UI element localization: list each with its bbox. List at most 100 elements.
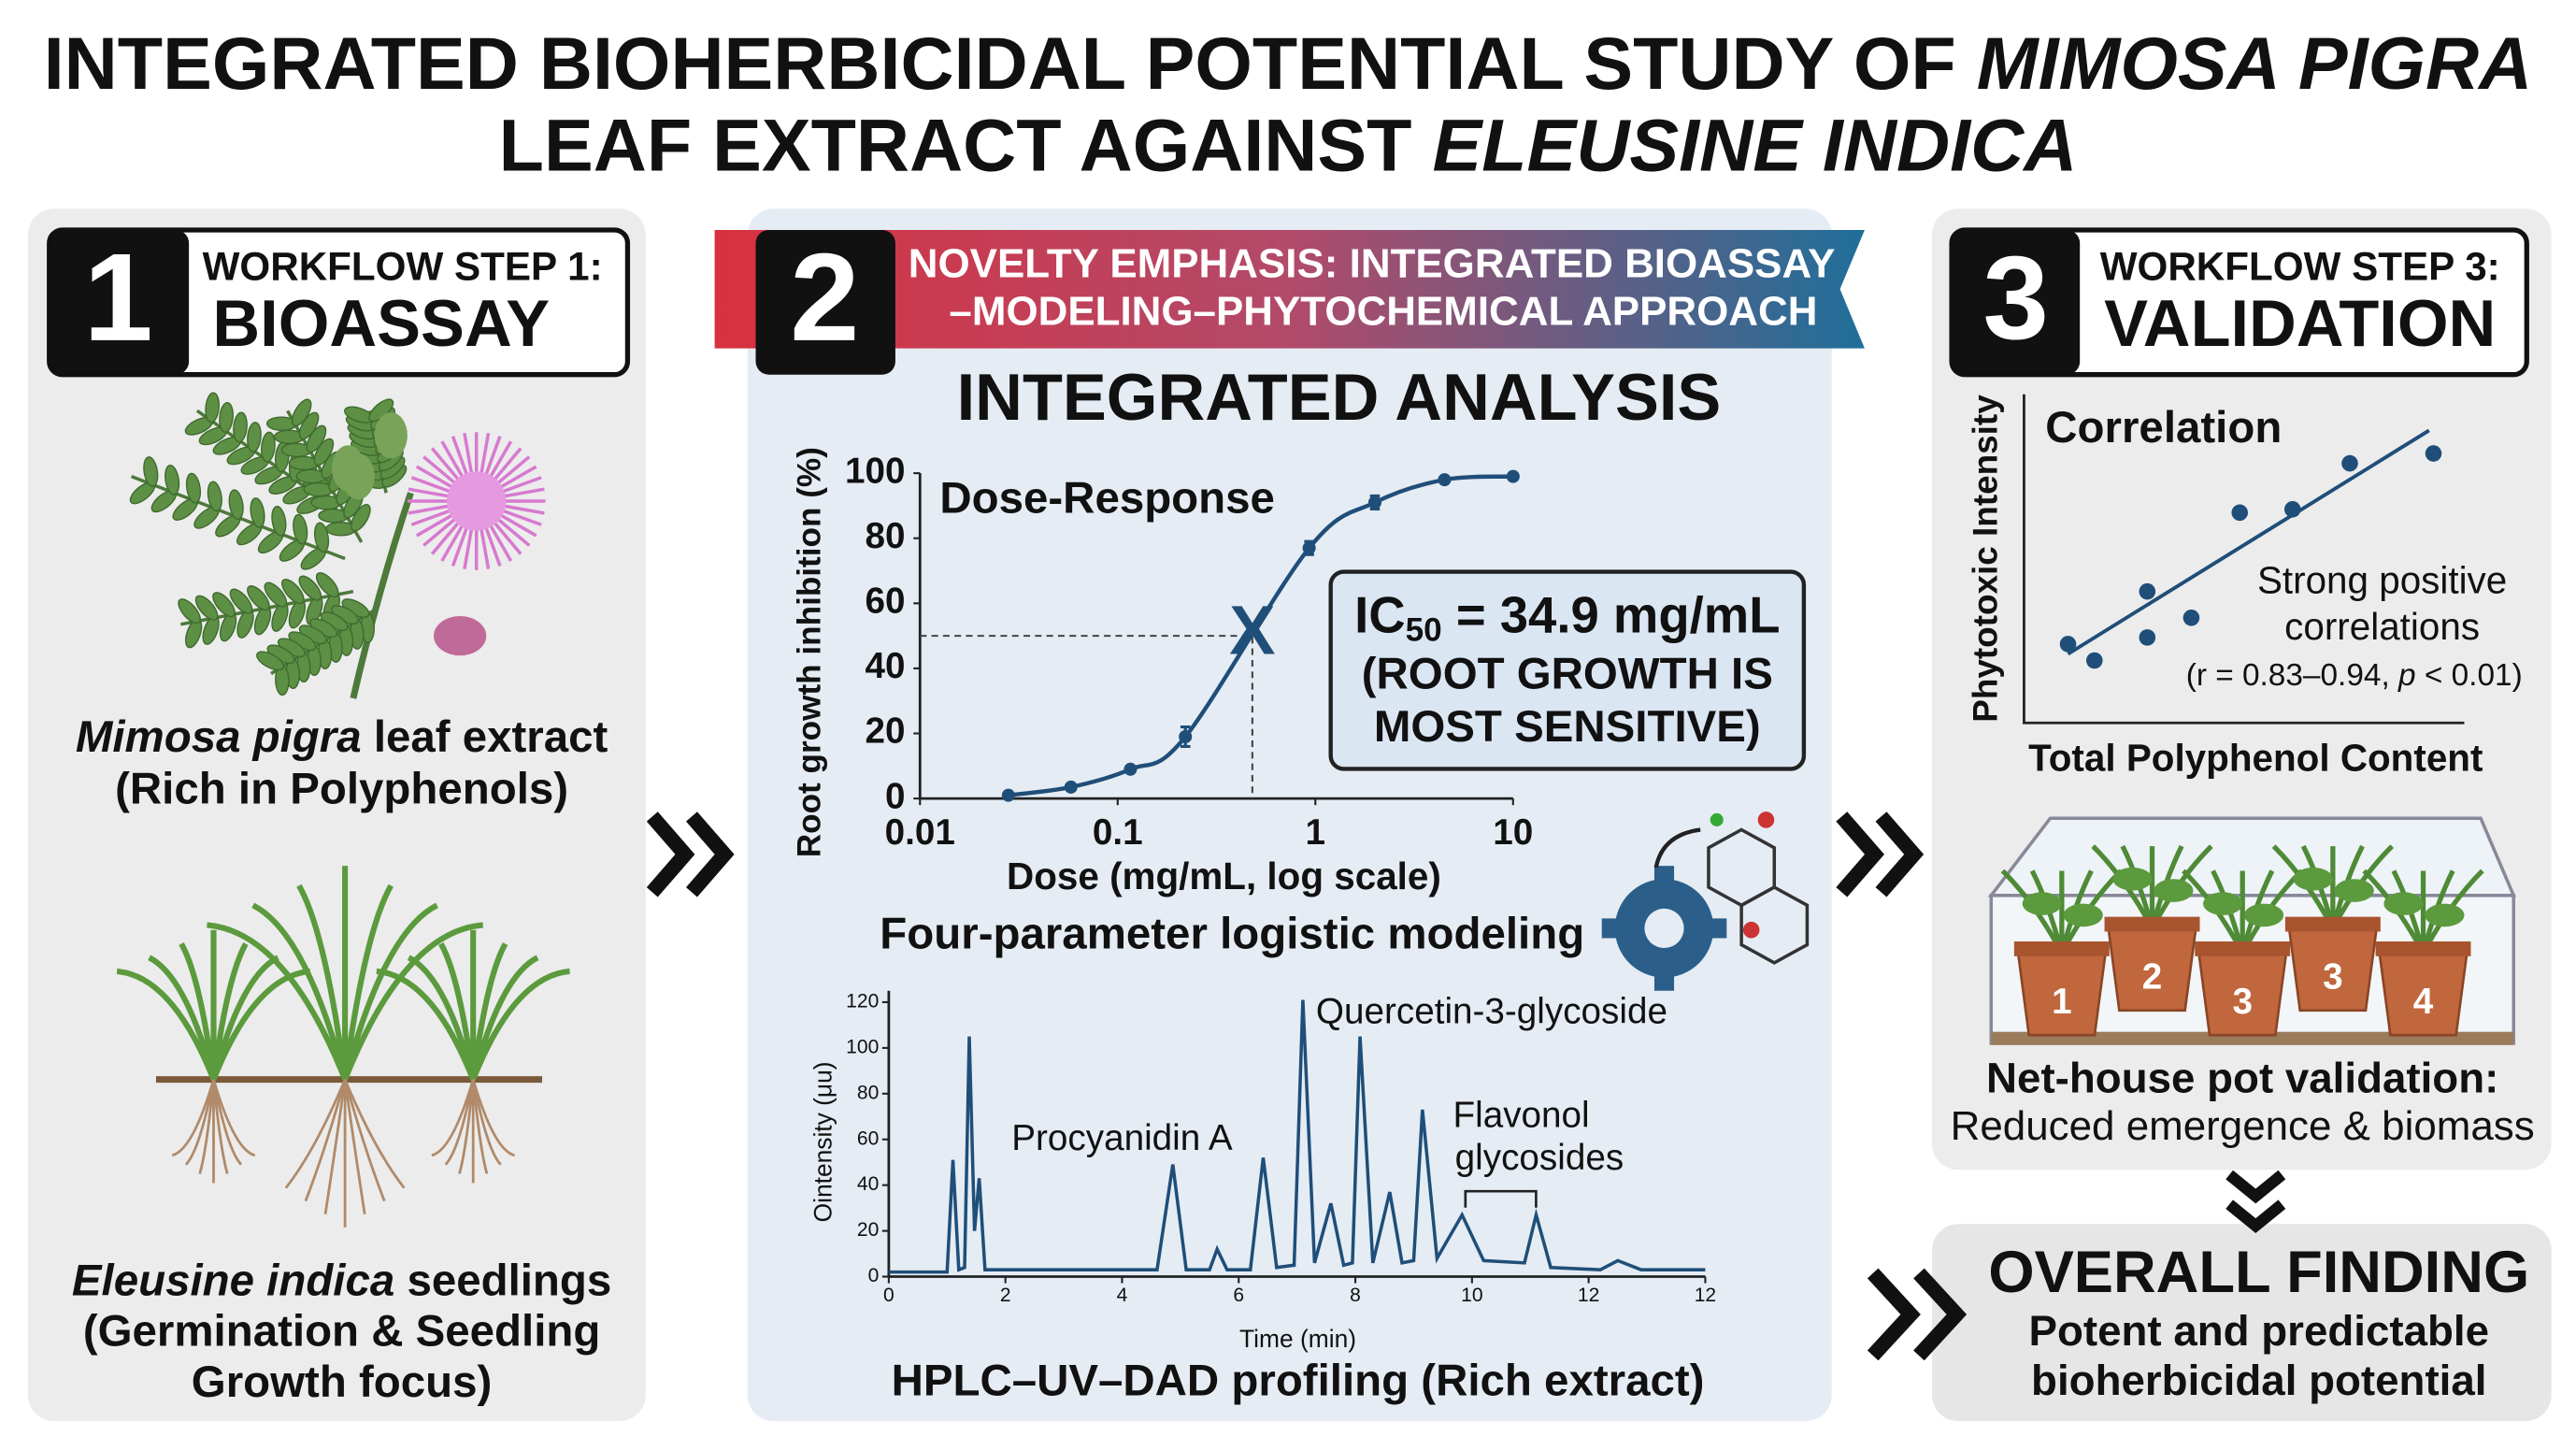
- leaflet: [291, 398, 312, 427]
- grass-blade: [342, 922, 484, 1081]
- data-point: [1001, 788, 1015, 802]
- overall-text: bioherbicidal potential: [2031, 1357, 2486, 1404]
- grass-blade: [210, 941, 249, 1081]
- ic50-guide: [920, 635, 1253, 799]
- validation-caption: Reduced emergence & biomass: [1951, 1103, 2535, 1149]
- banner-text: NOVELTY EMPHASIS: INTEGRATED BIOASSAY: [909, 240, 1836, 286]
- y-tick-label: 100: [845, 451, 906, 491]
- y-tick-label: 120: [846, 991, 879, 1012]
- novelty-banner: [714, 230, 1865, 349]
- flow-arrow: [1836, 811, 1925, 898]
- grass-blade: [251, 902, 349, 1081]
- extract-note: (Rich in Polyphenols): [115, 765, 568, 814]
- title-line-1: INTEGRATED BIOHERBICIDAL POTENTIAL STUDY…: [44, 22, 2533, 105]
- grass-blade: [407, 955, 477, 1081]
- data-point: [1506, 469, 1520, 483]
- species-name: Eleusine indica: [72, 1256, 394, 1305]
- step-number: 1: [83, 228, 152, 367]
- root: [471, 1079, 515, 1157]
- seedling-label: Eleusine indica seedlings: [72, 1256, 611, 1305]
- leaflet: [194, 595, 219, 621]
- seedling-illustration: [116, 866, 570, 1228]
- ic50-marker: X: [1229, 592, 1275, 669]
- grass-blade: [342, 902, 438, 1081]
- chart-caption: Four-parameter logistic modeling: [880, 909, 1584, 958]
- flow-arrow: [2225, 1170, 2286, 1233]
- leaflet: [298, 411, 320, 440]
- pot-label: 2: [2142, 957, 2163, 998]
- leaflet: [233, 411, 248, 443]
- leaflet: [178, 598, 201, 625]
- overall-text: Potent and predictable: [2029, 1307, 2490, 1355]
- y-tick-label: 20: [865, 711, 905, 752]
- y-tick-label: 60: [857, 1127, 879, 1149]
- pot-leaf: [2383, 892, 2424, 915]
- ic50-subscript: 50: [1406, 612, 1442, 649]
- banner-text: –MODELING–PHYTOCHEMICAL APPROACH: [949, 288, 1817, 334]
- pot-label: 1: [2052, 982, 2072, 1022]
- ic50-note: (ROOT GROWTH IS: [1362, 650, 1773, 699]
- data-point: [2086, 652, 2103, 669]
- leaflet: [351, 504, 371, 532]
- data-point: [2425, 445, 2442, 462]
- x-tick-label: 0: [883, 1285, 894, 1306]
- grass-blade: [296, 883, 349, 1081]
- leaflet: [207, 481, 222, 512]
- leaflet: [281, 579, 305, 605]
- pot-leaf: [2154, 879, 2194, 902]
- correlation-note: Strong positive: [2257, 559, 2507, 602]
- leaflet: [247, 585, 270, 611]
- grass-blade: [116, 968, 217, 1081]
- ic50-value: IC50 = 34.9 mg/mL: [1354, 587, 1780, 649]
- grass-blade: [376, 968, 477, 1081]
- leaflet: [256, 651, 285, 671]
- pot-rim: [2104, 916, 2200, 932]
- pot-label: 3: [2232, 982, 2253, 1022]
- leaflet: [205, 392, 220, 424]
- flower-center: [447, 471, 507, 531]
- y-axis-label: Root growth inhibition (%): [792, 447, 828, 857]
- modeling-icon: [1601, 811, 1810, 991]
- pot-rim: [2013, 941, 2110, 956]
- extract-label: Mimosa pigra leaf extract: [76, 711, 608, 761]
- y-tick-label: 40: [857, 1173, 879, 1195]
- leaflet: [261, 431, 276, 463]
- step-number: 3: [1982, 231, 2048, 364]
- stats-text: < 0.01): [2416, 658, 2523, 693]
- data-point: [2059, 636, 2077, 653]
- leaflet: [293, 513, 308, 545]
- leaf-bud: [374, 412, 408, 459]
- x-tick-label: 12: [1695, 1285, 1716, 1306]
- y-tick-label: 100: [846, 1036, 879, 1057]
- leaf-bud: [332, 445, 365, 492]
- leaflet: [315, 572, 339, 598]
- data-point: [1438, 473, 1452, 487]
- grass-blade: [438, 941, 477, 1081]
- pot-leaf: [2293, 867, 2333, 891]
- y-tick-label: 80: [865, 516, 905, 556]
- root: [212, 1079, 256, 1157]
- leaflet: [313, 438, 335, 467]
- root: [212, 1079, 229, 1174]
- pot-leaf: [2203, 892, 2243, 915]
- flower: [407, 432, 546, 570]
- flow-arrow: [1867, 1268, 1968, 1361]
- x-tick-label: 0.01: [885, 812, 955, 853]
- ic50-text: = 34.9 mg/mL: [1442, 587, 1781, 644]
- chart-caption: HPLC–UV–DAD profiling (Rich extract): [892, 1356, 1705, 1405]
- title-text: INTEGRATED BIOHERBICIDAL POTENTIAL STUDY…: [44, 22, 1977, 105]
- leaflet: [229, 588, 253, 614]
- chromatogram: [888, 999, 1706, 1274]
- y-tick-label: 0: [885, 776, 906, 816]
- peak-annotation: Flavonol: [1453, 1095, 1590, 1135]
- root: [171, 1079, 215, 1157]
- root: [343, 1079, 366, 1214]
- grass-blade: [470, 968, 570, 1081]
- root: [458, 1079, 475, 1174]
- data-point: [1302, 541, 1316, 555]
- x-axis-label: Time (min): [1239, 1325, 1356, 1353]
- grass-blade: [342, 883, 394, 1081]
- step-heading-small: WORKFLOW STEP 3:: [2100, 244, 2500, 288]
- step-number-box: [755, 230, 895, 375]
